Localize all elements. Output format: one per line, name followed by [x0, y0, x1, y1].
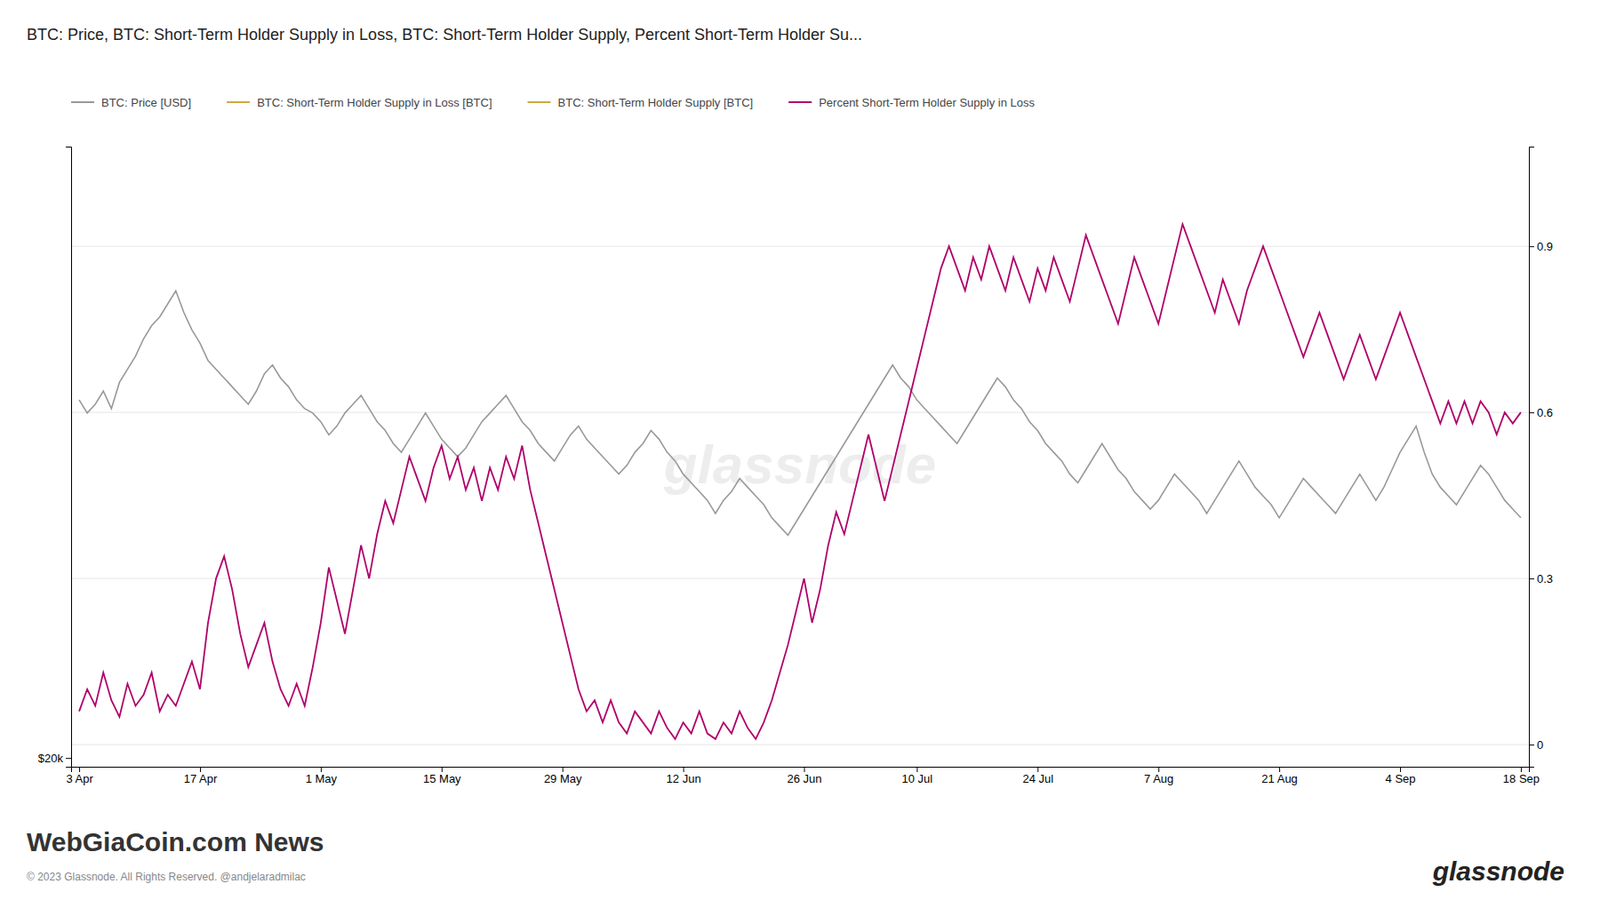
tick-label: 12 Jun — [666, 772, 702, 786]
tick-mark — [320, 767, 322, 773]
tick-label: 26 Jun — [787, 772, 823, 786]
tick-mark — [79, 767, 80, 773]
axis-line — [72, 768, 1530, 774]
legend-item: BTC: Short-Term Holder Supply in Loss [B… — [226, 96, 492, 110]
tick-mark — [1528, 412, 1535, 414]
tick-label: 10 Jul — [902, 772, 934, 786]
tick-label: 21 Aug — [1261, 772, 1298, 786]
legend-swatch — [788, 101, 812, 104]
legend-label: BTC: Price [USD] — [101, 96, 192, 110]
axis-line — [65, 147, 72, 768]
legend-label: BTC: Short-Term Holder Supply in Loss [B… — [256, 96, 492, 110]
tick-mark — [916, 767, 918, 773]
grid-line — [71, 246, 1529, 248]
legend-item: Percent Short-Term Holder Supply in Loss — [788, 96, 1035, 110]
footer-right: glassnode — [1432, 856, 1565, 887]
tick-label: 0.6 — [1536, 406, 1553, 420]
tick-mark — [1037, 767, 1039, 773]
legend-item: BTC: Short-Term Holder Supply [BTC] — [528, 96, 754, 110]
tick: 3 Apr — [65, 767, 94, 786]
grid-line — [71, 412, 1529, 414]
series-line — [79, 224, 1521, 740]
tick-mark — [1279, 767, 1280, 773]
tick-mark — [65, 758, 72, 760]
legend-label: BTC: Short-Term Holder Supply [BTC] — [558, 96, 754, 110]
tick: 21 Aug — [1261, 767, 1298, 786]
tick-label: 29 May — [544, 772, 583, 786]
tick: 0 — [1528, 738, 1544, 752]
tick-label: 0 — [1536, 738, 1544, 752]
lines — [79, 224, 1521, 740]
tick: 12 Jun — [666, 767, 702, 786]
tick-mark — [1528, 578, 1535, 580]
tick: 10 Jul — [902, 767, 934, 786]
tick-mark — [1528, 744, 1535, 746]
tick-mark — [562, 767, 564, 773]
tick-mark — [1400, 767, 1401, 773]
tick: 0.6 — [1528, 406, 1553, 420]
watermark: glassnode — [663, 433, 937, 496]
legend-item: BTC: Price [USD] — [71, 96, 192, 110]
grid-line — [71, 744, 1529, 746]
tick-label: $20k — [38, 752, 64, 766]
y-axis: $20k — [38, 147, 72, 768]
grid — [71, 246, 1529, 745]
tick-label: 18 Sep — [1503, 772, 1540, 786]
chart: BTC: Price, BTC: Short-Term Holder Suppl… — [0, 0, 1600, 900]
tick-mark — [683, 767, 685, 773]
tick: 24 Jul — [1022, 767, 1054, 786]
tick-mark — [441, 767, 443, 773]
title: BTC: Price, BTC: Short-Term Holder Suppl… — [26, 25, 863, 44]
grid-line — [71, 578, 1529, 580]
tick: 4 Sep — [1385, 767, 1416, 786]
tick-label: 3 Apr — [65, 772, 94, 786]
axis-line — [1529, 147, 1536, 768]
tick-mark — [200, 767, 201, 773]
tick: 0.9 — [1528, 240, 1553, 254]
tick: 15 May — [423, 767, 462, 786]
tick-label: 7 Aug — [1144, 772, 1174, 786]
tick: 29 May — [544, 767, 583, 786]
tick-mark — [1520, 767, 1522, 773]
y2-axis: 0 0.3 0.6 0.9 — [1528, 147, 1553, 768]
legend-label: Percent Short-Term Holder Supply in Loss — [818, 96, 1035, 110]
tick-mark — [1528, 246, 1535, 248]
tick-mark — [1158, 767, 1160, 773]
tick: 18 Sep — [1503, 767, 1540, 786]
tick-label: 17 Apr — [184, 772, 218, 786]
legend-swatch — [528, 101, 552, 104]
tick: 26 Jun — [787, 767, 823, 786]
x-axis: 3 Apr 17 Apr 1 May 15 May 29 May 12 Jun 26 Jun… — [65, 767, 1540, 786]
tick-label: 1 May — [305, 772, 338, 786]
tick-label: 4 Sep — [1385, 772, 1416, 786]
tick-label: 0.3 — [1536, 572, 1553, 586]
legend-swatch — [71, 101, 95, 104]
tick-label: 0.9 — [1536, 240, 1553, 254]
tick: 1 May — [305, 767, 338, 786]
tick-mark — [804, 767, 806, 773]
tick: $20k — [38, 752, 72, 766]
credit: WebGiaCoin.com News — [26, 827, 325, 857]
footer-left: © 2023 Glassnode. All Rights Reserved. @… — [26, 871, 306, 884]
tick: 7 Aug — [1144, 767, 1174, 786]
tick-label: 15 May — [423, 772, 462, 786]
legend: BTC: Price [USD] BTC: Short-Term Holder S… — [71, 96, 1035, 110]
tick: 17 Apr — [184, 767, 218, 786]
legend-swatch — [226, 101, 250, 104]
tick: 0.3 — [1528, 572, 1553, 586]
tick-label: 24 Jul — [1022, 772, 1054, 786]
series-line — [79, 290, 1521, 536]
